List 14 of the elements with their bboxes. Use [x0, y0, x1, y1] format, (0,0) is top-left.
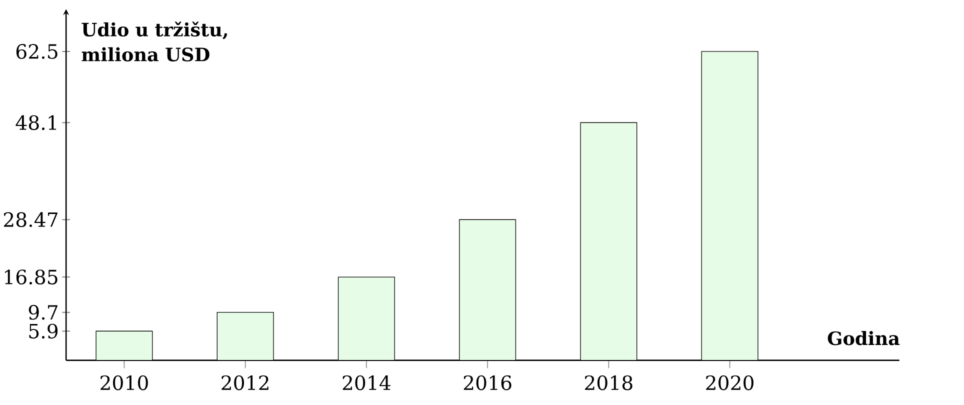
y-tick-label: 62.5: [16, 44, 58, 59]
y-tick-label: 16.85: [5, 270, 58, 285]
x-tick-label: 2018: [584, 375, 632, 390]
x-tick-label: 2014: [342, 375, 390, 390]
x-tick-label: 2016: [464, 375, 512, 390]
y-tick-label: 48.1: [16, 115, 56, 130]
x-tick-label: 2010: [100, 375, 148, 390]
x-axis-title: Godina: [828, 331, 900, 346]
y-tick-label: 28.47: [4, 212, 58, 228]
x-tick-label: 2012: [222, 375, 268, 390]
y-tick-label: 9.7: [28, 305, 58, 320]
x-tick-label: 2020: [706, 375, 754, 390]
y-axis-title: Udio u tržištu, miliona USD: [82, 22, 227, 62]
y-tick-label: 5.9: [29, 324, 58, 339]
